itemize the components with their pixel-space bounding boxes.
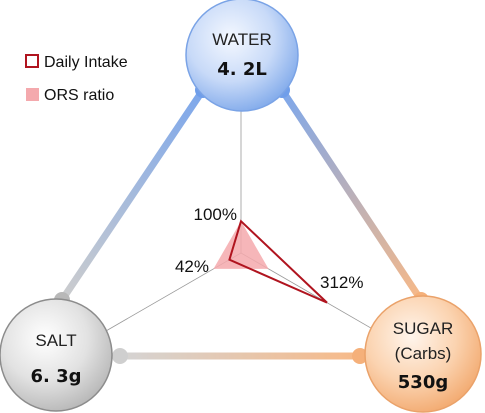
series-ors-ratio-area <box>213 221 269 269</box>
radar-series <box>213 219 328 304</box>
node-sugar-subname: (Carbs) <box>395 344 452 363</box>
label-sugar-pct: 312% <box>320 273 363 292</box>
legend-swatch-daily-intake <box>25 54 39 68</box>
edge-water-salt <box>58 86 207 304</box>
node-water: WATER 4. 2L <box>185 0 299 112</box>
node-sugar-value: 530g <box>398 372 448 393</box>
series-daily-intake-outline <box>228 219 328 304</box>
label-salt-pct: 42% <box>175 257 209 276</box>
node-sugar: SUGAR (Carbs) 530g <box>364 295 482 413</box>
legend-label-daily-intake: Daily Intake <box>44 54 128 71</box>
dot-salt-right <box>112 348 128 364</box>
node-salt-name: SALT <box>35 331 76 350</box>
legend: Daily Intake ORS ratio <box>25 54 128 104</box>
edge-water-sugar <box>278 86 425 304</box>
node-salt-value: 6. 3g <box>30 366 81 387</box>
legend-swatch-ors-ratio <box>26 88 39 101</box>
node-salt: SALT 6. 3g <box>0 298 113 412</box>
radar-axes <box>89 78 393 341</box>
node-sugar-name: SUGAR <box>393 319 453 338</box>
dot-sugar-left <box>352 348 368 364</box>
node-water-name: WATER <box>212 30 272 49</box>
node-water-value: 4. 2L <box>217 59 267 80</box>
legend-label-ors-ratio: ORS ratio <box>44 87 114 104</box>
label-water-pct: 100% <box>194 205 237 224</box>
